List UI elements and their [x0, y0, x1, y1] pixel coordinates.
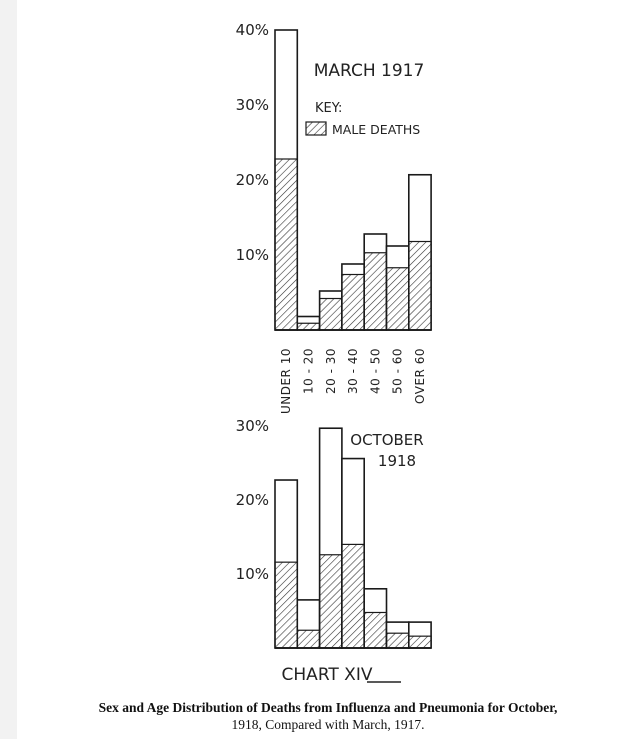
march-y-tick-40: 40%	[236, 21, 269, 39]
october-bar-male-10-20	[296, 629, 321, 649]
bar-charts: MARCH 1917 KEY: MALE DEATHS OCTOBER 1918…	[236, 21, 432, 685]
x-tick-20-30: 20 - 30	[324, 348, 338, 394]
x-tick-30-40: 30 - 40	[346, 348, 360, 394]
figure-caption: Sex and Age Distribution of Deaths from …	[17, 699, 639, 733]
march-bar-male-50-60	[385, 267, 410, 331]
caption-line-2: 1918, Compared with March, 1917.	[231, 717, 425, 732]
march-bar-male-30-40	[341, 273, 365, 331]
chart-number-label: CHART XIV	[282, 665, 373, 685]
october-y-tick-20: 20%	[236, 491, 269, 509]
october-bar-male-40-50	[363, 611, 388, 649]
march-y-tick-10: 10%	[236, 246, 269, 264]
caption-line-1: Sex and Age Distribution of Deaths from …	[98, 700, 558, 715]
march-bar-male-over-60	[408, 240, 432, 331]
march-bar-male-10-20	[296, 322, 321, 331]
x-tick-under-10: UNDER 10	[279, 348, 293, 414]
october-bar-male-under-10	[274, 561, 298, 649]
october-y-tick-30: 30%	[236, 417, 269, 435]
october-1918-chart: 10% 20% 30%	[236, 417, 432, 649]
chart-title-october-line2: 1918	[378, 452, 416, 470]
legend-title: KEY:	[315, 101, 342, 116]
x-tick-40-50: 40 - 50	[368, 348, 382, 394]
legend-label-male: MALE DEATHS	[332, 122, 420, 137]
x-tick-50-60: 50 - 60	[391, 348, 405, 394]
figure-page: MARCH 1917 KEY: MALE DEATHS OCTOBER 1918…	[17, 0, 639, 739]
chart-title-march: MARCH 1917	[314, 61, 425, 81]
october-bar-male-30-40	[341, 543, 365, 649]
chart-title-october-line1: OCTOBER	[350, 431, 423, 449]
march-bar-male-40-50	[363, 252, 388, 331]
march-1917-chart: 10% 20% 30% 40% UNDER 10 10 - 20 20 - 30 30 - 4…	[236, 21, 432, 414]
october-bar-male-20-30	[319, 554, 343, 649]
october-bar-male-50-60	[385, 632, 410, 649]
march-y-tick-30: 30%	[236, 96, 269, 114]
march-y-tick-20: 20%	[236, 171, 269, 189]
march-bar-male-under-10	[274, 158, 298, 331]
october-bar-male-over-60	[408, 635, 432, 649]
legend-swatch-male	[305, 121, 327, 136]
x-tick-over-60: OVER 60	[413, 348, 427, 404]
x-tick-10-20: 10 - 20	[301, 348, 315, 394]
march-bar-male-20-30	[319, 297, 343, 331]
october-y-tick-10: 10%	[236, 565, 269, 583]
